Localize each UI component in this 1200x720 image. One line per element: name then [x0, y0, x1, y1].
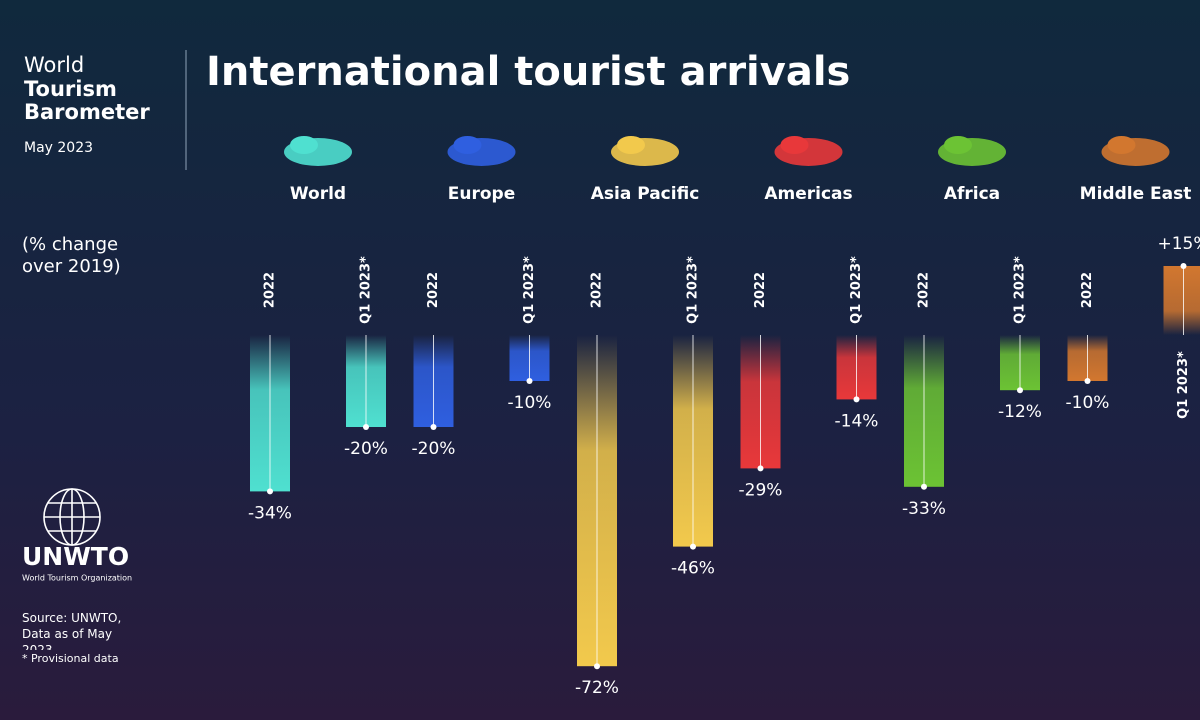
series-label: 2022	[590, 272, 605, 308]
bar-dot	[1017, 387, 1023, 394]
region-label: World	[290, 184, 346, 204]
logo-full-name: World Tourism Organization	[22, 574, 132, 583]
region-map	[290, 136, 318, 154]
brand-line3: Barometer	[24, 100, 150, 124]
value-label: -33%	[902, 499, 946, 519]
region-label: Asia Pacific	[591, 184, 700, 204]
bar	[1163, 266, 1200, 335]
bar-dot	[757, 465, 764, 472]
region-label: Middle East	[1080, 184, 1192, 204]
logo-name: UNWTO	[22, 542, 129, 571]
region-label: Americas	[764, 184, 852, 204]
series-label: Q1 2023*	[1176, 351, 1191, 419]
value-label: -20%	[412, 439, 456, 459]
region-label: Europe	[448, 184, 515, 204]
brand-line1: World	[24, 53, 84, 77]
series-label: Q1 2023*	[849, 256, 864, 324]
series-label: 2022	[1080, 272, 1095, 308]
subtitle-box: (% change over 2019)	[22, 234, 121, 277]
series-label: 2022	[426, 272, 441, 308]
bar-dot	[594, 663, 600, 670]
bar-dot	[853, 396, 860, 403]
logo-globe	[43, 488, 101, 546]
bar-dot	[921, 483, 927, 490]
value-label: -34%	[248, 503, 292, 523]
brand-date: May 2023	[24, 140, 93, 156]
value-label: -14%	[835, 411, 879, 431]
value-label: -10%	[1066, 393, 1110, 413]
series-label: 2022	[917, 272, 932, 308]
series-label: Q1 2023*	[1013, 256, 1028, 324]
region-label: Africa	[944, 184, 1000, 204]
series-label: 2022	[753, 272, 768, 308]
region-map	[944, 136, 972, 154]
source: Source: UNWTO, Data as of May 2023	[22, 611, 122, 650]
source-box: Source: UNWTO, Data as of May 2023	[22, 611, 122, 650]
bar-dot	[690, 543, 696, 550]
series-label: Q1 2023*	[522, 256, 537, 324]
series-label: Q1 2023*	[359, 256, 374, 324]
region-map	[453, 136, 482, 154]
subtitle: (% change over 2019)	[22, 234, 121, 277]
bar-dot	[363, 424, 369, 430]
series-label: 2022	[263, 272, 278, 308]
footnote: * Provisional data	[22, 652, 119, 665]
chart-title: International tourist arrivals	[206, 49, 850, 95]
bar-dot	[430, 424, 437, 430]
value-label: -29%	[739, 480, 783, 500]
bar-dot	[526, 378, 533, 384]
region-map	[617, 136, 645, 154]
bar-dot	[1180, 263, 1187, 269]
value-label: -20%	[344, 439, 388, 459]
value-label: -12%	[998, 402, 1042, 422]
brand-line2: Tourism	[24, 77, 117, 101]
bar-dot	[1084, 378, 1091, 384]
region-map	[1107, 136, 1136, 154]
value-label: -10%	[508, 393, 552, 413]
region-map	[780, 136, 809, 154]
series-label: Q1 2023*	[686, 256, 701, 324]
value-label: -72%	[575, 678, 619, 698]
bar-dot	[267, 488, 273, 495]
value-label: +15%	[1157, 234, 1200, 254]
value-label: -46%	[671, 559, 715, 579]
